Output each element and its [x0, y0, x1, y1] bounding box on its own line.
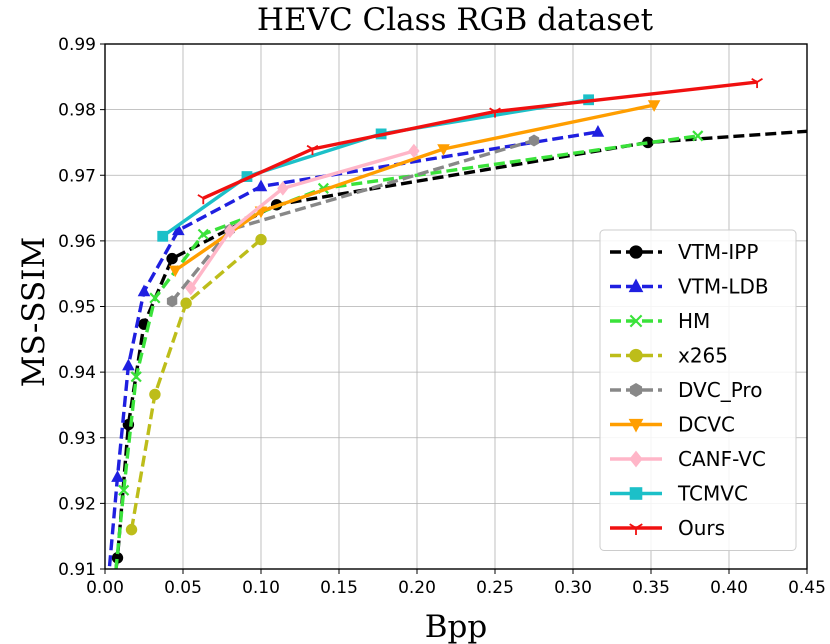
data-point-x265: [180, 297, 192, 309]
x-tick-label: 0.00: [86, 578, 124, 598]
data-point-ours: [751, 77, 763, 89]
series-line-tcmvc: [161, 98, 589, 238]
legend-marker-dvc-pro: [629, 383, 643, 397]
series-line-canf-vc: [189, 149, 415, 290]
x-tick-label: 0.15: [320, 578, 358, 598]
data-point-dcvc: [437, 144, 450, 156]
legend-label-hm: HM: [678, 309, 710, 333]
data-point-dcvc: [168, 265, 182, 278]
data-point-vtm-ipp: [166, 252, 178, 265]
data-point-vtm-ipp: [111, 552, 124, 564]
data-point-ours: [306, 144, 319, 155]
data-point-vtm-ipp: [642, 136, 654, 149]
data-point-hm: [197, 228, 209, 240]
data-point-canf-vc: [224, 223, 236, 239]
data-point-ours: [489, 107, 501, 118]
data-point-vtm-ldb: [122, 358, 135, 371]
series-lines: [104, 77, 807, 620]
y-tick-label: 0.93: [58, 429, 96, 449]
x-tick-label: 0.40: [710, 578, 748, 598]
x-tick-label: 0.10: [242, 578, 280, 598]
legend-label-dcvc: DCVC: [678, 413, 735, 437]
x-axis-ticks: 0.00 0.05 0.10 0.15 0.20 0.25 0.30 0.35 0.40 0.45: [86, 569, 826, 598]
x-tick-label: 0.20: [398, 578, 436, 598]
legend-box: [599, 229, 797, 551]
legend-label-ours: Ours: [678, 516, 725, 540]
data-point-vtm-ipp: [104, 609, 115, 620]
y-tick-label: 0.95: [58, 298, 96, 318]
data-point-dcvc: [647, 100, 661, 112]
data-point-hm: [118, 484, 130, 496]
y-tick-label: 0.92: [58, 494, 96, 514]
data-point-dvc-pro: [528, 134, 540, 147]
legend-label-dvc-pro: DVC_Pro: [678, 378, 762, 402]
x-tick-label: 0.35: [632, 578, 670, 598]
series-line-dvc-pro: [170, 138, 535, 303]
legend-marker-tcmvc: [629, 487, 643, 500]
legend-label-canf-vc: CANF-VC: [678, 447, 766, 471]
x-tick-label: 0.45: [788, 578, 826, 598]
y-tick-label: 0.98: [58, 101, 96, 121]
legend-label-tcmvc: TCMVC: [677, 482, 748, 506]
legend-marker-ours: [629, 523, 643, 535]
x-axis-label: Bpp: [425, 609, 487, 644]
data-point-x265: [149, 388, 161, 401]
data-point-canf-vc: [277, 181, 289, 196]
series-line-x265: [129, 238, 263, 530]
data-point-tcmvc: [157, 230, 169, 242]
data-point-x265: [255, 233, 267, 246]
series-line-ours: [202, 80, 758, 200]
data-point-hm: [108, 597, 118, 607]
legend-marker-dcvc: [628, 418, 644, 433]
data-point-vtm-ldb: [172, 223, 185, 236]
legend-label-x265: x265: [678, 344, 728, 368]
legend-marker-canf-vc: [629, 450, 643, 468]
data-point-ours: [197, 194, 210, 205]
series-line-vtm-ldb: [107, 130, 599, 569]
legend-marker-vtm-ldb: [628, 278, 644, 293]
y-axis-ticks: 0.91 0.92 0.93 0.94 0.95 0.96 0.97 0.98 0.99: [58, 35, 105, 580]
chart-title: HEVC Class RGB dataset: [257, 2, 654, 38]
y-tick-label: 0.97: [58, 166, 96, 186]
x-tick-label: 0.05: [164, 578, 202, 598]
legend-marker-vtm-ipp: [629, 245, 643, 259]
legend-marker-hm: [629, 314, 643, 328]
data-point-hm: [692, 130, 704, 142]
x-tick-label: 0.30: [554, 578, 592, 598]
y-axis-label: MS-SSIM: [16, 237, 52, 388]
data-point-hm: [149, 292, 161, 304]
data-point-tcmvc: [241, 171, 253, 182]
data-point-hm: [130, 371, 142, 383]
legend-label-vtm-ldb: VTM-LDB: [678, 275, 769, 299]
data-point-x265: [125, 523, 138, 536]
legend-marker-x265: [629, 348, 643, 363]
series-line-dcvc: [174, 103, 655, 272]
y-tick-label: 0.99: [58, 35, 96, 55]
y-tick-label: 0.96: [58, 232, 96, 252]
legend-label-vtm-ipp: VTM-IPP: [678, 240, 758, 264]
data-point-canf-vc: [185, 280, 197, 296]
y-tick-label: 0.94: [58, 363, 96, 383]
legend: VTM-IPP VTM-LDB HM x265 DVC_Pro DCVC CANF-VC TC…: [599, 229, 797, 551]
data-point-dvc-pro: [166, 295, 178, 308]
y-tick-label: 0.91: [58, 560, 96, 580]
data-point-vtm-ldb: [137, 284, 151, 297]
data-point-vtm-ldb: [254, 179, 268, 192]
data-point-vtm-ldb: [591, 125, 605, 137]
x-tick-label: 0.25: [476, 578, 514, 598]
data-point-vtm-ldb: [111, 470, 124, 482]
data-point-canf-vc: [408, 143, 420, 159]
